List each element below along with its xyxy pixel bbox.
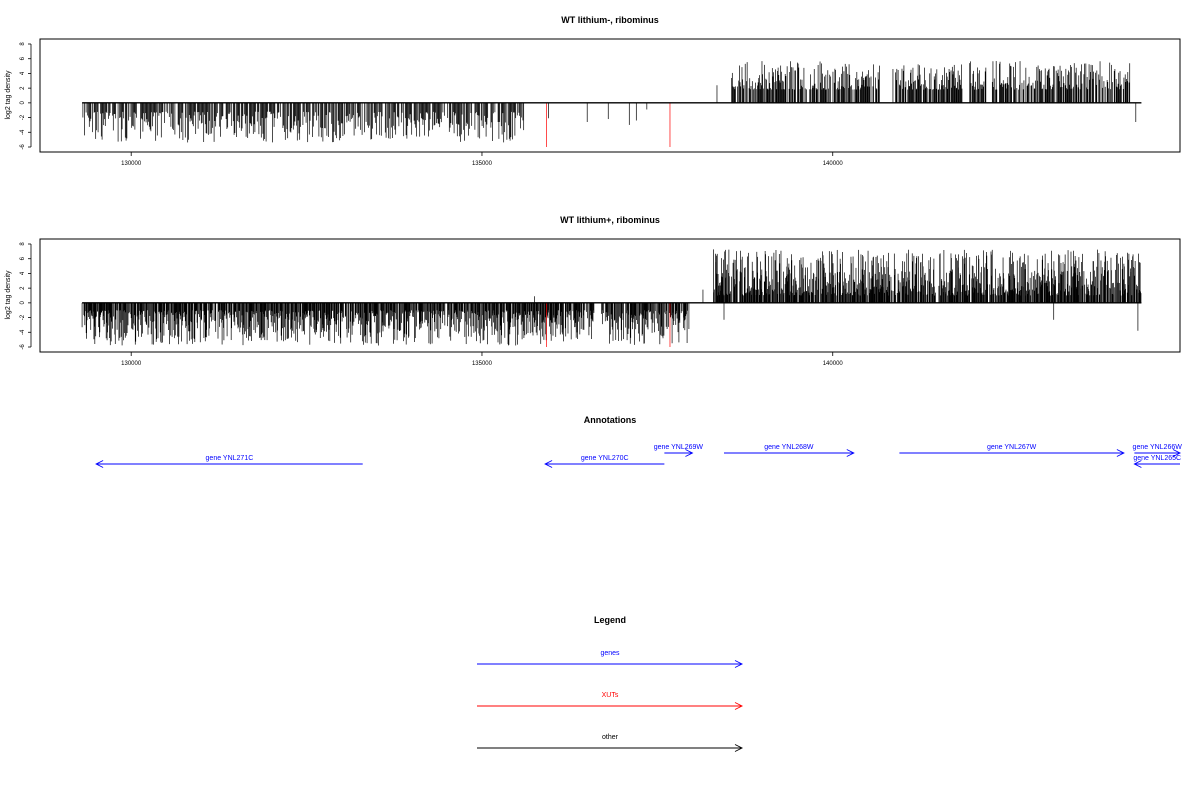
legend-label: genes	[600, 650, 620, 657]
annotations-title: Annotations	[584, 415, 637, 425]
y-tick-label: 0	[20, 101, 26, 105]
y-axis-label: log2 tag density	[5, 270, 12, 320]
bar-series	[81, 249, 1142, 347]
y-tick-label: 4	[20, 71, 26, 75]
chart-panel-lithium-minus: WT lithium-, ribominus log2 tag density …	[5, 15, 1181, 167]
plot-frame	[39, 38, 1181, 153]
gene-arrow: gene YNL266W	[1133, 444, 1183, 457]
y-tick-label: 8	[20, 242, 26, 246]
y-tick-label: 2	[20, 86, 26, 90]
gene-label: gene YNL266W	[1133, 444, 1183, 451]
x-tick-label: 135000	[472, 161, 493, 167]
x-tick-label: 140000	[823, 161, 844, 167]
x-axis: 130000 135000 140000	[121, 352, 843, 367]
y-tick-label: -6	[20, 144, 26, 150]
y-axis: -6 -4 -2 0 2 4 6 8	[20, 42, 32, 150]
legend-item: genes	[477, 650, 744, 668]
gene-arrow: gene YNL270C	[544, 455, 665, 468]
gene-label: gene YNL271C	[206, 455, 254, 462]
y-tick-label: -4	[20, 329, 26, 335]
y-tick-label: 8	[20, 42, 26, 46]
y-tick-label: 0	[20, 301, 26, 305]
legend-label: XUTs	[602, 692, 619, 699]
annotations-track: Annotations gene YNL271C gene YNL270Cgene…	[95, 415, 1183, 468]
y-tick-label: -4	[20, 129, 26, 135]
chart-title: WT lithium-, ribominus	[561, 15, 659, 25]
gene-arrow: gene YNL267W	[899, 444, 1125, 457]
legend-item: XUTs	[477, 692, 744, 710]
gene-label: gene YNL268W	[764, 444, 814, 451]
chart-title: WT lithium+, ribominus	[560, 215, 660, 225]
gene-arrow: gene YNL271C	[95, 455, 363, 468]
y-tick-label: 6	[20, 256, 26, 260]
bar-series	[82, 61, 1137, 147]
gene-label: gene YNL267W	[987, 444, 1037, 451]
x-tick-label: 135000	[472, 361, 493, 367]
x-axis: 130000 135000 140000	[121, 152, 843, 167]
x-tick-label: 140000	[823, 361, 844, 367]
y-tick-label: 6	[20, 56, 26, 60]
gene-arrow: gene YNL268W	[724, 444, 855, 457]
y-tick-label: 2	[20, 286, 26, 290]
gene-arrow: gene YNL269W	[654, 444, 704, 457]
x-tick-label: 130000	[121, 161, 142, 167]
legend-title: Legend	[594, 615, 626, 625]
gene-label: gene YNL270C	[581, 455, 629, 462]
y-tick-label: -2	[20, 314, 26, 320]
legend: Legend genes XUTs other	[477, 615, 744, 752]
gene-label: gene YNL265C	[1133, 455, 1181, 462]
legend-items: genes XUTs other	[477, 650, 744, 752]
y-tick-label: -6	[20, 344, 26, 350]
y-tick-label: 4	[20, 271, 26, 275]
y-axis: -6 -4 -2 0 2 4 6 8	[20, 242, 32, 350]
legend-label: other	[602, 734, 619, 741]
y-tick-label: -2	[20, 114, 26, 120]
x-tick-label: 130000	[121, 361, 142, 367]
gene-label: gene YNL269W	[654, 444, 704, 451]
y-axis-label: log2 tag density	[5, 70, 12, 120]
gene-arrows: gene YNL271C gene YNL270C gene YNL269W gene…	[95, 444, 1183, 468]
plot-frame	[39, 238, 1181, 353]
gene-arrow: gene YNL265C	[1133, 455, 1181, 468]
chart-panel-lithium-plus: WT lithium+, ribominus log2 tag density …	[5, 215, 1181, 367]
legend-item: other	[477, 734, 744, 752]
